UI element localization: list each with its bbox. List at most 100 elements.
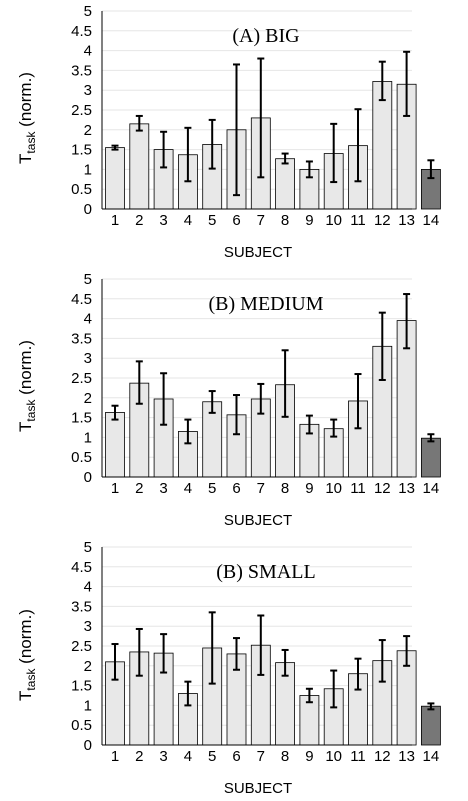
y-tick-label: 0 [84,737,92,754]
bar-subject-8 [275,158,296,210]
x-tick-label: 11 [350,212,366,229]
error-bar-subject-7 [257,614,265,676]
y-tick-label: 4 [84,311,92,328]
x-tick-label: 12 [374,212,391,229]
x-tick-label: 2 [135,480,143,497]
x-tick-label: 5 [208,480,216,497]
bar-subject-1 [105,147,125,210]
x-tick-label: 7 [257,212,265,229]
x-tick-label: 4 [184,212,192,229]
error-bar-subject-4 [184,680,192,707]
x-tick-label: 7 [257,480,265,497]
error-bar-subject-13 [403,635,411,667]
x-tick-label: 11 [350,748,366,765]
error-bar-subject-12 [378,311,386,381]
y-tick-label: 3.5 [71,598,92,615]
error-bar-subject-2 [135,360,143,405]
y-tick-label: 2.5 [71,370,92,387]
x-tick-label: 4 [184,480,192,497]
y-tick-label: 4 [84,43,92,60]
error-bar-subject-12 [378,639,386,683]
x-tick-label: 6 [232,212,240,229]
chart-title: (B) SMALL [216,561,315,583]
y-tick-label: 2 [84,390,92,407]
error-bar-subject-1 [111,643,119,681]
x-tick-label: 3 [159,212,167,229]
error-bar-subject-5 [208,390,216,414]
error-bar-subject-3 [160,633,168,674]
y-tick-label: 3.5 [71,330,92,347]
y-tick-label: 3 [84,350,92,367]
y-axis-label: Ttask (norm.) [16,72,38,164]
x-tick-label: 10 [325,480,342,497]
error-bar-subject-13 [403,293,411,350]
error-bar-subject-7 [257,382,265,415]
y-tick-label: 5 [84,3,92,20]
y-tick-label: 4.5 [71,23,92,40]
x-tick-label: 7 [257,748,265,765]
error-bar-subject-11 [354,657,362,691]
y-tick-label: 1.5 [71,410,92,427]
y-tick-label: 0.5 [71,449,92,466]
x-tick-label: 12 [374,748,391,765]
x-tick-label: 1 [111,480,119,497]
y-tick-label: 3.5 [71,62,92,79]
error-bar-subject-12 [378,60,386,102]
y-tick-label: 0.5 [71,181,92,198]
x-tick-label: 13 [398,748,415,765]
error-bar-subject-9 [305,687,313,704]
y-axis-label-main: T [16,691,35,701]
x-tick-label: 10 [325,748,342,765]
error-bar-subject-6 [233,394,240,436]
y-tick-label: 0.5 [71,717,92,734]
chart-panel-2: 00.511.522.533.544.551 2 3 4 5 6 7 8 9 10 11 12 13 14… [16,271,441,529]
x-tick-label: 1 [111,212,119,229]
x-tick-label: 9 [305,748,313,765]
y-tick-label: 2.5 [71,638,92,655]
y-axis-label-subscript: task [24,668,38,691]
x-tick-label: 14 [423,748,440,765]
error-bar-subject-14 [427,702,435,711]
x-tick-label: 14 [423,212,440,229]
y-axis-label-subscript: task [24,399,38,422]
x-tick-label: 1 [111,748,119,765]
error-bar-subject-5 [208,611,216,685]
x-tick-label: 13 [398,480,415,497]
error-bar-subject-8 [281,648,289,677]
y-tick-label: 4.5 [71,559,92,576]
x-tick-label: 2 [135,748,143,765]
x-tick-label: 3 [159,748,167,765]
x-tick-label: 12 [374,480,391,497]
y-tick-label: 1.5 [71,142,92,159]
y-axis-label: Ttask (norm.) [16,609,38,701]
x-tick-label: 5 [208,212,216,229]
bar-subject-14 [420,437,441,478]
error-bar-subject-9 [305,160,313,179]
error-bar-subject-14 [427,159,435,180]
error-bar-subject-8 [281,349,289,418]
error-bar-subject-10 [330,122,338,184]
error-bar-subject-7 [257,57,265,179]
error-bar-subject-11 [354,373,362,430]
error-bar-subject-6 [233,63,240,197]
chart-panel-3: 00.511.522.533.544.551 2 3 4 5 6 7 8 9 10 11 12 13 14… [16,539,441,797]
x-tick-label: 9 [305,212,313,229]
error-bar-subject-1 [111,404,119,421]
x-axis-label: SUBJECT [224,244,292,261]
x-tick-label: 5 [208,748,216,765]
y-axis-label-suffix: (norm.) [16,340,35,400]
x-tick-label: 14 [423,480,440,497]
y-axis-label-main: T [16,154,35,164]
y-tick-label: 4.5 [71,291,92,308]
error-bar-subject-4 [184,126,192,183]
bar-subject-2 [129,123,150,210]
error-bar-subject-2 [135,114,143,132]
y-tick-label: 1 [84,161,92,178]
error-bar-subject-10 [330,418,338,438]
chart-title: (B) MEDIUM [209,293,324,315]
error-bar-subject-5 [208,118,216,170]
y-tick-label: 4 [84,579,92,596]
x-tick-label: 11 [350,480,366,497]
error-bar-subject-8 [281,152,289,165]
x-tick-label: 4 [184,748,192,765]
